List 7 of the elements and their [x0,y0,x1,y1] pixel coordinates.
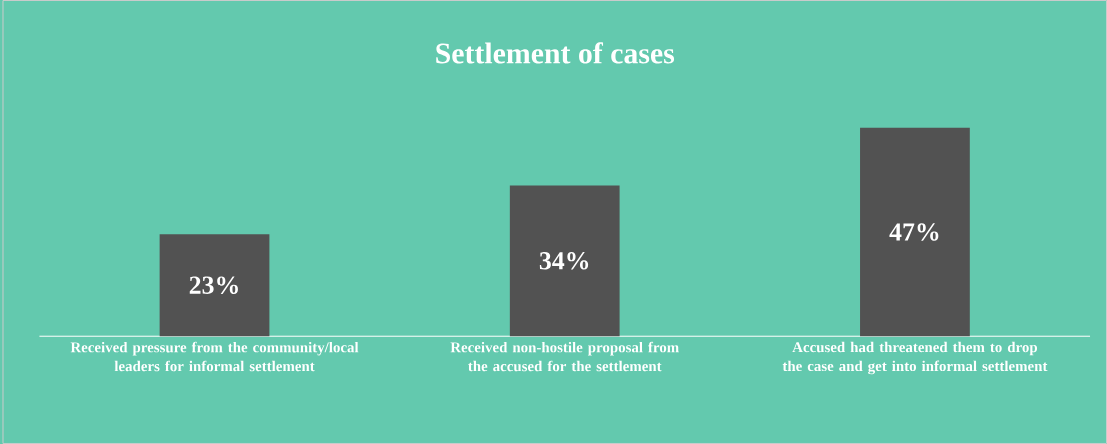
data-label: 34% [539,252,589,270]
chart-title: Settlement of cases [436,42,675,64]
x-tick-label: Received non-hostile proposal from the accused for the settlement [450,341,679,372]
data-label: 47% [889,223,939,241]
data-label: 23% [189,276,238,294]
x-tick-label: Received pressure from the community/local leaders for informal settlement [70,341,359,372]
x-tick-label: Accused had threatened them to drop the case and get into informal settlement [782,341,1048,375]
